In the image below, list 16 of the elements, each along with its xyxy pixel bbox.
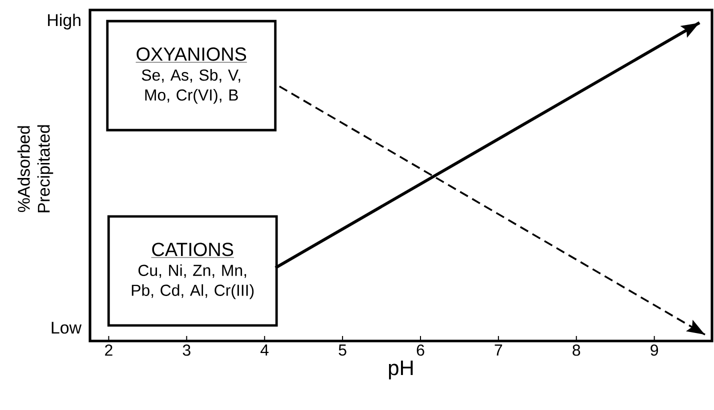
annotation: OXYANIONS — [136, 47, 246, 61]
x-tick-label: 3 — [182, 344, 190, 356]
x-tick-label: 8 — [572, 344, 580, 356]
x-tick-label: 2 — [105, 344, 112, 356]
y-axis-title: %Adsorbed Precipitated — [17, 125, 54, 212]
text: High — [48, 14, 80, 30]
text: Low — [52, 322, 82, 334]
x-tick-label: 4 — [260, 344, 269, 356]
x-axis-title: pH — [388, 360, 413, 380]
annotation: Se, As, Sb, V, Mo, Cr(VI), B — [142, 69, 240, 104]
annotation: CATIONS — [152, 242, 234, 256]
x-tick-label: 5 — [338, 344, 346, 356]
x-tick-label: 6 — [416, 344, 424, 356]
annotation: Cu, Ni, Zn, Mn, Pb, Cd, Al, Cr(III) — [132, 264, 254, 300]
x-tick-label: 9 — [650, 344, 658, 356]
x-tick-label: 7 — [494, 344, 502, 356]
